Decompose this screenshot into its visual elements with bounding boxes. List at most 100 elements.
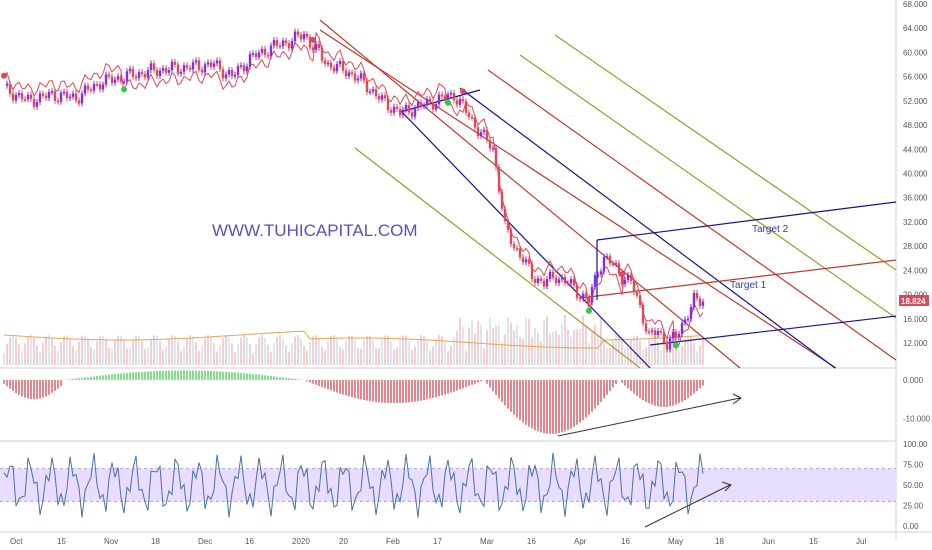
candle <box>602 256 606 272</box>
candle <box>437 94 441 105</box>
candle <box>17 93 21 96</box>
last-price-tag <box>899 295 929 306</box>
volume-bar <box>75 350 77 365</box>
candle <box>671 331 675 339</box>
candle <box>494 148 498 167</box>
candle <box>323 60 327 64</box>
volume-bar <box>372 340 374 365</box>
divergence-arrow <box>557 397 741 437</box>
candle <box>74 93 78 101</box>
volume-bar <box>189 335 191 365</box>
candles <box>1 28 705 353</box>
candle <box>26 94 30 100</box>
candle <box>203 64 207 73</box>
candle <box>362 73 366 81</box>
candle <box>116 76 120 80</box>
price-tick-label: 56.000 <box>903 73 928 82</box>
candle <box>539 278 543 281</box>
volume-bar <box>312 336 314 365</box>
volume-bar <box>330 336 332 365</box>
volume-bar <box>648 339 650 365</box>
volume-bar <box>144 349 146 365</box>
supertrend-marker <box>673 342 679 349</box>
candle <box>305 33 309 37</box>
volume-bar <box>60 342 62 365</box>
rsi-tick-label: 75.00 <box>903 461 924 470</box>
candle <box>431 102 435 110</box>
candle <box>212 63 216 67</box>
candle <box>395 106 399 109</box>
candle <box>410 112 414 117</box>
macd-tick-label: 0.000 <box>903 376 924 385</box>
candle <box>230 70 234 77</box>
candle <box>347 72 351 77</box>
candle <box>557 279 561 284</box>
candle <box>344 70 348 77</box>
volume-bar <box>546 316 548 365</box>
volume-bar <box>225 335 227 365</box>
volume-bar <box>483 348 485 365</box>
supertrend-marker <box>619 271 625 278</box>
candle <box>59 92 63 102</box>
volume-bar <box>675 341 677 365</box>
volume-bar <box>390 340 392 365</box>
candle <box>14 95 18 101</box>
candle <box>245 66 249 72</box>
volume-bar <box>504 334 506 365</box>
candle <box>593 275 597 287</box>
time-tick-label: Oct <box>10 537 23 546</box>
volume-bar <box>519 337 521 365</box>
volume-bar <box>474 333 476 365</box>
volume-bar <box>702 338 704 365</box>
candle <box>260 48 264 53</box>
time-tick-label: May <box>668 537 683 546</box>
volume-bar <box>249 344 251 365</box>
candle <box>167 70 171 73</box>
candle <box>653 330 657 335</box>
volume-bar <box>309 342 311 365</box>
candle <box>371 89 375 92</box>
volume-bar <box>441 336 443 365</box>
volume-bar <box>363 340 365 365</box>
candle <box>164 68 168 73</box>
volume-bar <box>87 339 89 365</box>
candle <box>368 91 372 93</box>
candle <box>440 94 444 97</box>
arrow-head <box>721 481 732 492</box>
candle <box>86 85 90 90</box>
price-tick-label: 28.000 <box>903 242 928 251</box>
candle <box>38 93 42 103</box>
time-tick-label: 15 <box>57 537 66 546</box>
pitchfork-line <box>354 147 641 369</box>
volume-bar <box>132 340 134 365</box>
volume-bar <box>213 342 215 365</box>
volume-bar <box>435 338 437 365</box>
volume-bar <box>336 339 338 365</box>
volume-bar <box>72 346 74 365</box>
candle <box>518 248 522 258</box>
volume-bar <box>405 335 407 365</box>
volume-bar <box>195 342 197 365</box>
candle <box>563 277 567 284</box>
volume-bar <box>279 335 281 365</box>
candle <box>581 293 585 300</box>
candle <box>398 108 402 116</box>
candle <box>92 84 96 91</box>
volume-bar <box>360 348 362 365</box>
time-tick-label: Jun <box>762 537 775 546</box>
candle <box>200 69 204 73</box>
volume-bar <box>369 335 371 365</box>
volume-bar <box>84 335 86 365</box>
volume-bar <box>27 336 29 365</box>
volume-bar <box>543 320 545 365</box>
candle <box>614 263 618 265</box>
volume-bar <box>570 336 572 365</box>
target-line <box>579 259 897 299</box>
candle <box>296 31 300 35</box>
volume-bar <box>480 324 482 365</box>
volume-bar <box>615 335 617 365</box>
candle <box>683 319 687 324</box>
volume-bar <box>210 336 212 365</box>
time-tick-label: 18 <box>151 537 160 546</box>
macd-histogram <box>3 370 742 437</box>
